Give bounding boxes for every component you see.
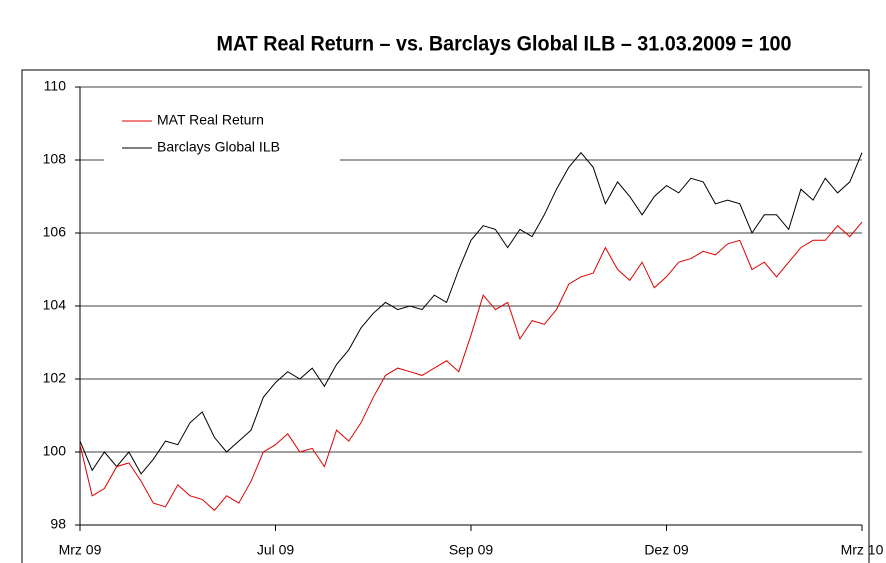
y-tick-label: 102 bbox=[43, 370, 67, 386]
y-tick-label: 104 bbox=[43, 297, 67, 313]
y-tick-label: 108 bbox=[43, 151, 67, 167]
series-line bbox=[79, 221, 863, 512]
y-tick-label: 100 bbox=[43, 443, 67, 459]
y-tick-label: 110 bbox=[44, 78, 67, 94]
chart-title: MAT Real Return – vs. Barclays Global IL… bbox=[217, 33, 792, 56]
legend-label: Barclays Global ILB bbox=[157, 139, 280, 155]
y-tick-label: 98 bbox=[50, 516, 66, 532]
legend-box bbox=[104, 104, 340, 168]
x-tick-label: Jul 09 bbox=[257, 542, 295, 558]
y-tick-label: 106 bbox=[43, 224, 67, 240]
x-tick-label: Mrz 09 bbox=[59, 542, 102, 558]
x-tick-label: Dez 09 bbox=[644, 542, 689, 558]
x-tick-label: Sep 09 bbox=[449, 542, 494, 558]
legend-label: MAT Real Return bbox=[157, 112, 264, 128]
x-tick-label: Mrz 10 bbox=[841, 542, 884, 558]
series-line bbox=[79, 151, 863, 475]
